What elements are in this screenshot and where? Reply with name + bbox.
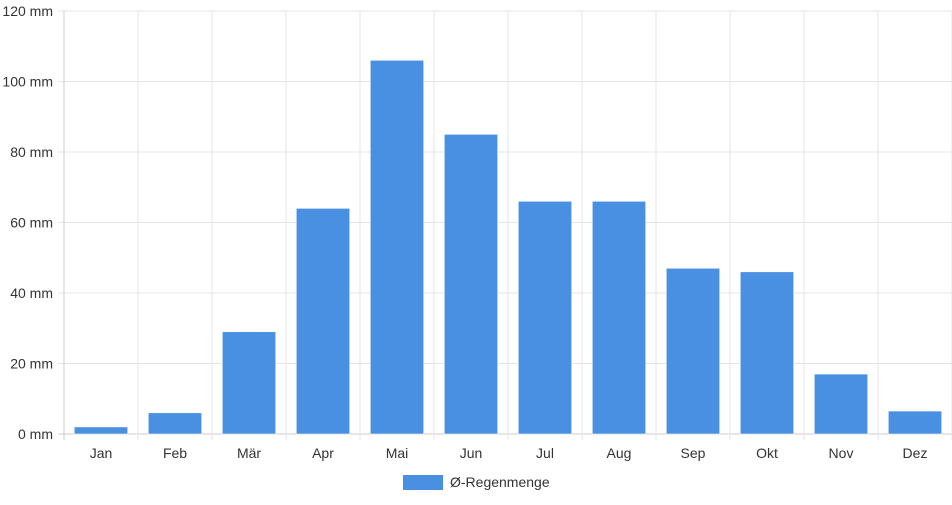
- legend-swatch[interactable]: [403, 475, 443, 490]
- x-tick-label: Feb: [163, 445, 187, 461]
- x-tick-label: Nov: [829, 445, 854, 461]
- bar-layer: [74, 60, 942, 435]
- bar-feb[interactable]: [148, 412, 202, 435]
- bar-okt[interactable]: [740, 271, 794, 435]
- x-tick-label: Okt: [756, 445, 778, 461]
- bar-aug[interactable]: [592, 201, 646, 435]
- grid-layer: [58, 10, 952, 440]
- bar-jan[interactable]: [74, 426, 128, 435]
- bar-sep[interactable]: [666, 268, 720, 435]
- bar-apr[interactable]: [296, 208, 350, 435]
- y-tick-label: 20 mm: [10, 356, 53, 372]
- y-tick-label: 80 mm: [10, 144, 53, 160]
- x-tick-label: Jun: [460, 445, 483, 461]
- y-tick-label: 40 mm: [10, 285, 53, 301]
- legend[interactable]: Ø-Regenmenge: [403, 474, 550, 490]
- axis-layer: 0 mm 20 mm 40 mm 60 mm 80 mm 100 mm 120 mm Jan F…: [2, 3, 927, 461]
- bar-jun[interactable]: [444, 134, 498, 435]
- y-tick-label: 60 mm: [10, 215, 53, 231]
- y-tick-label: 120 mm: [2, 3, 53, 19]
- x-tick-label: Dez: [903, 445, 928, 461]
- x-tick-label: Jan: [90, 445, 113, 461]
- x-tick-label: Jul: [536, 445, 554, 461]
- bar-nov[interactable]: [814, 373, 868, 435]
- bar-mai[interactable]: [370, 60, 424, 435]
- y-tick-label: 0 mm: [18, 426, 53, 442]
- x-tick-label: Mär: [237, 445, 261, 461]
- legend-label[interactable]: Ø-Regenmenge: [450, 474, 550, 490]
- x-tick-label: Sep: [681, 445, 706, 461]
- x-tick-label: Aug: [607, 445, 632, 461]
- bar-dez[interactable]: [888, 410, 942, 435]
- bar-mär[interactable]: [222, 331, 276, 435]
- y-tick-label: 100 mm: [2, 74, 53, 90]
- x-tick-label: Mai: [386, 445, 409, 461]
- x-tick-label: Apr: [312, 445, 334, 461]
- bar-jul[interactable]: [518, 201, 572, 435]
